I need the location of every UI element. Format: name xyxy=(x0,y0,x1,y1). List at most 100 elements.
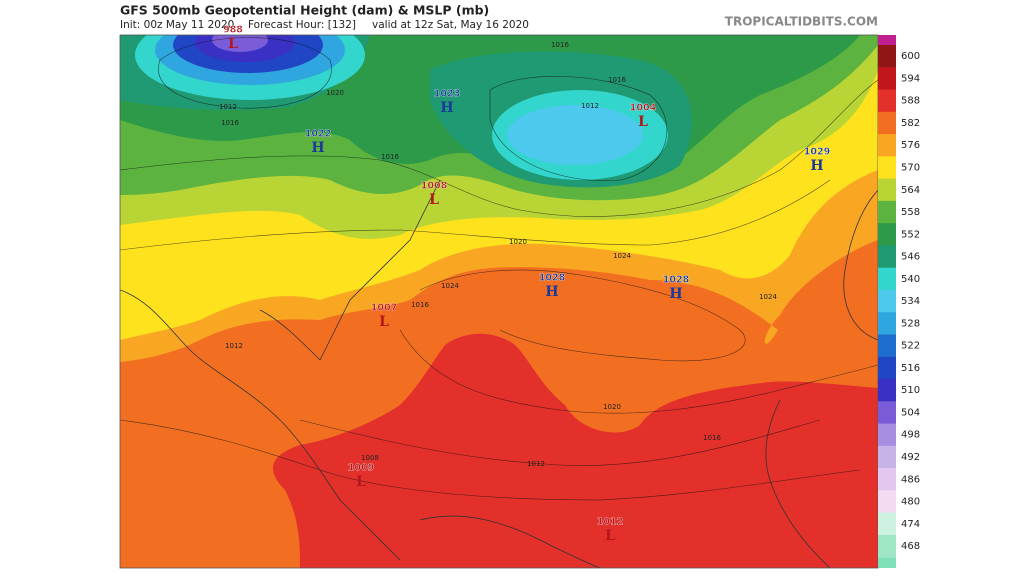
colorbar-segment xyxy=(878,356,896,380)
colorbar-segment xyxy=(878,134,896,157)
colorbar-label: 468 xyxy=(901,541,920,552)
colorbar-label: 594 xyxy=(901,73,920,84)
isobar-label: 1012 xyxy=(225,342,243,350)
colorbar-label: 528 xyxy=(901,318,920,329)
colorbar-top xyxy=(878,35,896,45)
colorbar-bottom xyxy=(878,557,896,568)
pressure-letter: H xyxy=(311,140,324,156)
pressure-letter: H xyxy=(440,100,453,116)
isobar-label: 1016 xyxy=(703,434,721,442)
pressure-value: 1009 xyxy=(348,463,374,474)
colorbar-label: 510 xyxy=(901,385,920,396)
pressure-value: 1028 xyxy=(663,275,690,286)
colorbar-segment xyxy=(878,289,896,313)
colorbar-segment xyxy=(878,67,896,91)
isobar xyxy=(120,419,861,501)
isobar-label: 1016 xyxy=(551,41,569,49)
pressure-value: 1022 xyxy=(305,129,331,140)
colorbar-label: 552 xyxy=(901,229,920,240)
colorbar-segment xyxy=(878,267,896,291)
pressure-letter: L xyxy=(429,192,439,208)
field-534 xyxy=(507,105,643,165)
pressure-value: 1023 xyxy=(434,89,460,100)
isobar-label: 1012 xyxy=(527,460,545,468)
colorbar-label: 498 xyxy=(901,430,920,441)
colorbar-label: 570 xyxy=(901,162,920,173)
colorbar-segment xyxy=(878,534,896,558)
colorbar-label: 600 xyxy=(901,51,920,62)
pressure-letter: H xyxy=(669,286,682,302)
pressure-letter: H xyxy=(545,284,558,300)
pressure-letter: L xyxy=(605,528,615,544)
colorbar-label: 588 xyxy=(901,96,920,107)
pressure-value: 1028 xyxy=(539,273,566,284)
isobar-label: 1016 xyxy=(411,301,429,309)
isobar xyxy=(299,419,821,466)
isobar xyxy=(158,37,332,109)
forecast-hour: Forecast Hour: [132] xyxy=(248,19,356,31)
colorbar-segment xyxy=(878,89,896,113)
isobar-label: 1020 xyxy=(509,238,527,246)
isobar-label: 1016 xyxy=(381,153,399,161)
colorbar-segment xyxy=(878,423,896,447)
colorbar-label: 564 xyxy=(901,185,920,196)
isobar xyxy=(419,269,746,362)
colorbar-label: 576 xyxy=(901,140,920,151)
colorbar-label: 522 xyxy=(901,341,920,352)
isobar-label: 1020 xyxy=(603,403,621,411)
pressure-value: 1007 xyxy=(371,303,397,314)
pressure-value: 988 xyxy=(223,25,243,36)
isobar xyxy=(120,79,878,217)
colorbar-label: 492 xyxy=(901,452,920,463)
colorbar: 600 594 588 582 576 570 564 558 552 546 540 534 528 5… xyxy=(878,35,920,568)
colorbar-segment xyxy=(878,111,896,135)
colorbar-label: 504 xyxy=(901,407,920,418)
colorbar-segment xyxy=(878,245,896,269)
isobar-label: 1024 xyxy=(441,282,459,290)
isobar xyxy=(489,76,667,181)
colorbar-segment xyxy=(878,468,896,491)
isobar-label: 1024 xyxy=(613,252,631,260)
pressure-letter: L xyxy=(379,314,389,330)
field-504-nw xyxy=(212,35,268,52)
pressure-letter: H xyxy=(810,158,823,174)
isobar xyxy=(120,179,831,251)
site-name: TROPICALTIDBITS.COM xyxy=(725,15,878,29)
colorbar-label: 534 xyxy=(901,296,920,307)
map-field xyxy=(119,34,879,569)
isobar-label: 1008 xyxy=(361,454,379,462)
pressure-value: 1029 xyxy=(804,147,830,158)
valid-time: valid at 12z Sat, May 16 2020 xyxy=(372,19,529,31)
pressure-letter: L xyxy=(356,474,366,490)
isobar-label: 1012 xyxy=(581,102,599,110)
pressure-letter: L xyxy=(228,36,238,52)
pressure-letter: L xyxy=(638,114,648,130)
isobar-label: 1020 xyxy=(326,89,344,97)
init: Init: 00z May 11 2020 xyxy=(120,19,234,31)
colorbar-segment xyxy=(878,45,896,68)
coastline xyxy=(120,179,878,568)
isobar-label: 1024 xyxy=(759,293,777,301)
colorbar-segment xyxy=(878,156,896,180)
isobar-label: 1016 xyxy=(608,76,626,84)
colorbar-segment xyxy=(878,200,896,224)
colorbar-label: 474 xyxy=(901,519,920,530)
colorbar-segment xyxy=(878,178,896,202)
colorbar-label: 558 xyxy=(901,207,920,218)
colorbar-label: 582 xyxy=(901,118,920,129)
colorbar-segment xyxy=(878,401,896,425)
pressure-value: 1012 xyxy=(597,517,623,528)
pressure-value: 1008 xyxy=(421,181,448,192)
colorbar-label: 486 xyxy=(901,474,920,485)
colorbar-label: 480 xyxy=(901,497,920,508)
colorbar-segment xyxy=(878,312,896,336)
colorbar-label: 546 xyxy=(901,252,920,263)
colorbar-segment xyxy=(878,445,896,469)
title: GFS 500mb Geopotential Height (dam) & MS… xyxy=(120,3,489,18)
colorbar-segment xyxy=(878,379,896,402)
colorbar-segment xyxy=(878,334,896,358)
colorbar-label: 540 xyxy=(901,274,920,285)
colorbar-label: 516 xyxy=(901,363,920,374)
